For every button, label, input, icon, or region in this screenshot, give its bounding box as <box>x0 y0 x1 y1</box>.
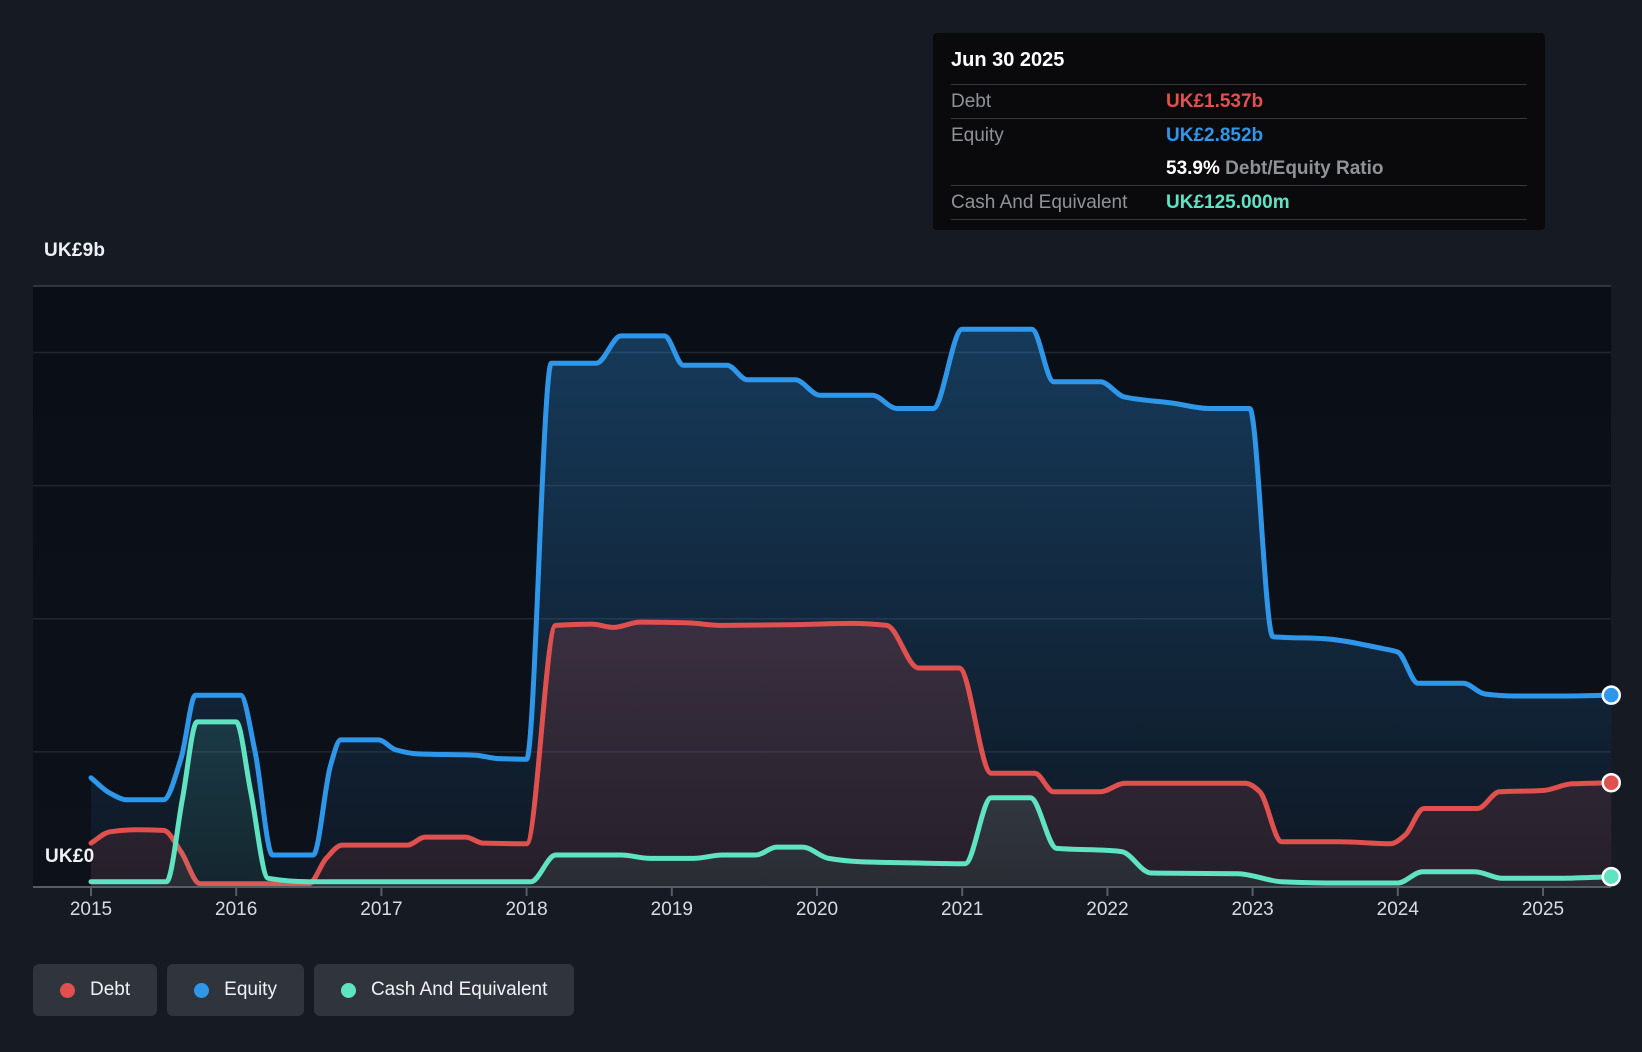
x-axis-label-2025: 2025 <box>1521 899 1565 920</box>
x-axis-label-2015: 2015 <box>69 899 113 920</box>
x-axis-label-2024: 2024 <box>1376 899 1419 920</box>
x-axis-label-2019: 2019 <box>650 899 693 920</box>
tooltip-debt-row: Debt UK£1.537b <box>951 84 1527 118</box>
legend-item-debt[interactable]: Debt <box>33 964 158 1016</box>
x-axis-label-2022: 2022 <box>1086 899 1129 920</box>
chart-tooltip: Jun 30 2025 Debt UK£1.537b Equity UK£2.8… <box>933 33 1545 230</box>
tooltip-equity-label: Equity <box>951 124 1004 146</box>
tooltip-cash-label: Cash And Equivalent <box>951 191 1128 213</box>
debt-line[interactable] <box>88 619 1614 887</box>
equity-line[interactable] <box>88 326 1614 858</box>
y-axis-max-label: UK£9b <box>44 240 106 261</box>
legend-item-equity[interactable]: Equity <box>167 964 304 1016</box>
legend-equity-label: Equity <box>224 979 277 1000</box>
debt-area <box>91 622 1612 886</box>
x-axis-label-2016: 2016 <box>215 899 258 920</box>
equity-area <box>91 329 1612 886</box>
legend-cash-label: Cash And Equivalent <box>370 979 548 1000</box>
cash-legend-dot-icon <box>340 982 356 998</box>
x-axis-label-2017: 2017 <box>360 899 403 920</box>
tooltip-ratio-value: 53.9% Debt/Equity Ratio <box>1166 157 1384 179</box>
tooltip-cash-row: Cash And Equivalent UK£125.000m <box>951 185 1527 220</box>
tooltip-ratio-row: 53.9% Debt/Equity Ratio <box>951 152 1527 185</box>
debt-legend-dot-icon <box>60 982 75 998</box>
x-axis-label-2020: 2020 <box>795 899 839 920</box>
cash-and-equivalent-area <box>91 721 1612 886</box>
x-axis-label-2021: 2021 <box>941 899 984 920</box>
y-axis-zero-label: UK£0 <box>45 846 95 867</box>
equity-legend-dot-icon <box>194 982 210 998</box>
tooltip-date: Jun 30 2025 <box>951 49 1065 71</box>
cash-and-equivalent-end-marker <box>1601 866 1621 887</box>
x-axis-label-2018: 2018 <box>505 899 548 920</box>
cash-and-equivalent-line[interactable] <box>88 719 1614 886</box>
legend-debt-label: Debt <box>90 979 131 1000</box>
debt-end-marker <box>1601 772 1621 793</box>
tooltip-debt-value: UK£1.537b <box>1166 90 1264 112</box>
tooltip-equity-row: Equity UK£2.852b <box>951 118 1527 152</box>
tooltip-debt-label: Debt <box>951 90 992 112</box>
tooltip-equity-value: UK£2.852b <box>1166 124 1264 146</box>
tooltip-cash-value: UK£125.000m <box>1166 191 1290 213</box>
chart-legend: Debt Equity Cash And Equivalent <box>33 964 575 1016</box>
legend-item-cash[interactable]: Cash And Equivalent <box>313 964 575 1016</box>
equity-end-marker <box>1601 685 1621 705</box>
x-axis-label-2023: 2023 <box>1231 899 1274 920</box>
